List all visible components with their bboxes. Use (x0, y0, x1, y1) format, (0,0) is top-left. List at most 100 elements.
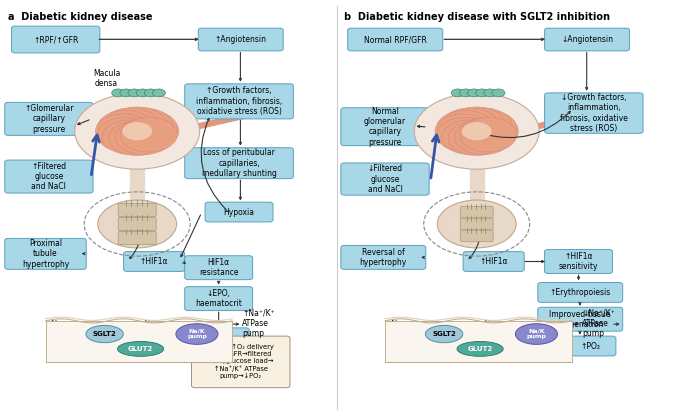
Text: ↑Glomerular
capillary
pressure: ↑Glomerular capillary pressure (24, 104, 74, 134)
Circle shape (145, 89, 158, 97)
Text: ↑Na⁺/K⁺
ATPase
pump: ↑Na⁺/K⁺ ATPase pump (242, 308, 275, 338)
Text: ↑Filtered
glucose
and NaCl: ↑Filtered glucose and NaCl (32, 162, 66, 191)
Text: Improved tissue
oxygenation: Improved tissue oxygenation (549, 310, 611, 329)
FancyBboxPatch shape (341, 245, 426, 269)
FancyBboxPatch shape (119, 203, 156, 217)
Text: HIF1α
resistance: HIF1α resistance (199, 258, 238, 277)
Circle shape (120, 117, 177, 152)
FancyBboxPatch shape (460, 218, 493, 230)
Text: Hypoxia: Hypoxia (223, 208, 255, 217)
Circle shape (75, 93, 199, 169)
FancyBboxPatch shape (538, 307, 623, 331)
FancyBboxPatch shape (348, 28, 443, 51)
Circle shape (460, 89, 472, 97)
FancyBboxPatch shape (538, 283, 623, 302)
FancyBboxPatch shape (205, 202, 273, 222)
Text: Reversal of
hypertrophy: Reversal of hypertrophy (360, 248, 407, 267)
Text: ↑HIF1α: ↑HIF1α (140, 257, 169, 266)
Circle shape (437, 110, 494, 145)
FancyBboxPatch shape (341, 163, 429, 195)
Text: ↑Na⁺: ↑Na⁺ (138, 320, 160, 329)
Circle shape (475, 89, 488, 97)
FancyBboxPatch shape (119, 217, 156, 231)
Circle shape (136, 89, 149, 97)
Circle shape (112, 89, 125, 97)
Text: GLUT2: GLUT2 (467, 346, 493, 352)
FancyBboxPatch shape (192, 336, 290, 388)
FancyBboxPatch shape (185, 148, 293, 178)
Circle shape (98, 200, 177, 248)
Text: ↓Na⁺: ↓Na⁺ (478, 320, 499, 329)
FancyBboxPatch shape (198, 28, 283, 51)
Circle shape (442, 108, 499, 142)
Circle shape (102, 120, 159, 154)
Circle shape (455, 120, 512, 154)
FancyBboxPatch shape (12, 26, 100, 53)
FancyBboxPatch shape (545, 93, 643, 133)
Text: ↓EPO,
haematocrit: ↓EPO, haematocrit (195, 289, 242, 308)
Circle shape (462, 122, 492, 140)
Text: ↓Na⁺: ↓Na⁺ (385, 320, 406, 330)
Text: ↑Growth factors,
inflammation, fibrosis,
oxidative stress (ROS): ↑Growth factors, inflammation, fibrosis,… (196, 86, 282, 116)
Text: ↑Angiotensin: ↑Angiotensin (214, 35, 266, 44)
Text: ↓Glucose: ↓Glucose (385, 325, 422, 334)
Text: a  Diabetic kidney disease: a Diabetic kidney disease (8, 12, 153, 22)
Text: Loss of peritubular
capillaries,
medullary shunting: Loss of peritubular capillaries, medulla… (201, 148, 277, 178)
Circle shape (448, 121, 506, 156)
Text: ↓Filtered
glucose
and NaCl: ↓Filtered glucose and NaCl (367, 164, 403, 194)
Circle shape (442, 120, 499, 154)
Text: ↑PO₂: ↑PO₂ (580, 342, 601, 351)
Circle shape (115, 120, 173, 154)
FancyBboxPatch shape (460, 230, 493, 242)
Text: ↑HIF1α: ↑HIF1α (479, 257, 508, 266)
Ellipse shape (118, 342, 164, 356)
Text: ↓Growth factors,
inflammation,
fibrosis, oxidative
stress (ROS): ↓Growth factors, inflammation, fibrosis,… (560, 93, 627, 133)
FancyBboxPatch shape (385, 321, 572, 362)
Circle shape (448, 107, 506, 142)
Circle shape (462, 114, 519, 149)
Text: SGLT2: SGLT2 (92, 331, 116, 337)
Circle shape (484, 89, 497, 97)
Circle shape (437, 117, 494, 152)
FancyBboxPatch shape (5, 160, 93, 193)
Ellipse shape (457, 342, 503, 356)
FancyBboxPatch shape (185, 287, 253, 310)
Circle shape (468, 89, 480, 97)
Text: ↓Na⁺/K⁺
ATPase
pump: ↓Na⁺/K⁺ ATPase pump (582, 308, 614, 338)
Circle shape (102, 108, 159, 142)
Text: ↓Angiotensin: ↓Angiotensin (561, 35, 613, 44)
FancyBboxPatch shape (5, 238, 86, 269)
Text: b  Diabetic kidney disease with SGLT2 inhibition: b Diabetic kidney disease with SGLT2 inh… (345, 12, 610, 22)
FancyBboxPatch shape (545, 28, 630, 51)
Circle shape (128, 89, 141, 97)
Ellipse shape (515, 324, 558, 344)
FancyBboxPatch shape (463, 251, 524, 271)
FancyBboxPatch shape (45, 321, 232, 362)
Text: ↓PO₂: ↓PO₂ (214, 333, 234, 342)
Circle shape (437, 200, 516, 248)
FancyBboxPatch shape (198, 328, 249, 348)
Circle shape (153, 89, 165, 97)
Text: GLUT2: GLUT2 (128, 346, 153, 352)
Circle shape (435, 114, 492, 149)
Circle shape (115, 108, 173, 142)
Circle shape (95, 114, 153, 149)
Text: Macula
densa: Macula densa (93, 68, 121, 88)
Text: Normal RPF/GFR: Normal RPF/GFR (364, 35, 427, 44)
Ellipse shape (86, 325, 123, 343)
Ellipse shape (176, 324, 218, 344)
Circle shape (492, 89, 505, 97)
Circle shape (455, 108, 512, 142)
Circle shape (97, 110, 154, 145)
Text: ↑RPF→↑O₂ delivery
but ↑GFR→filtered
NaCl/glucose load→
↑Na⁺/K⁺ ATPase
pump→↓PO₂: ↑RPF→↑O₂ delivery but ↑GFR→filtered NaCl… (208, 344, 273, 379)
Text: Na/K
pump: Na/K pump (187, 329, 207, 339)
FancyBboxPatch shape (565, 336, 616, 356)
Circle shape (451, 89, 464, 97)
Text: Proximal
tubule
hypertrophy: Proximal tubule hypertrophy (22, 239, 69, 269)
FancyBboxPatch shape (185, 84, 293, 119)
Circle shape (109, 107, 166, 142)
Circle shape (120, 110, 177, 145)
Text: ↑Erythropoiesis: ↑Erythropoiesis (549, 288, 611, 297)
Circle shape (460, 110, 516, 145)
Circle shape (122, 114, 179, 149)
